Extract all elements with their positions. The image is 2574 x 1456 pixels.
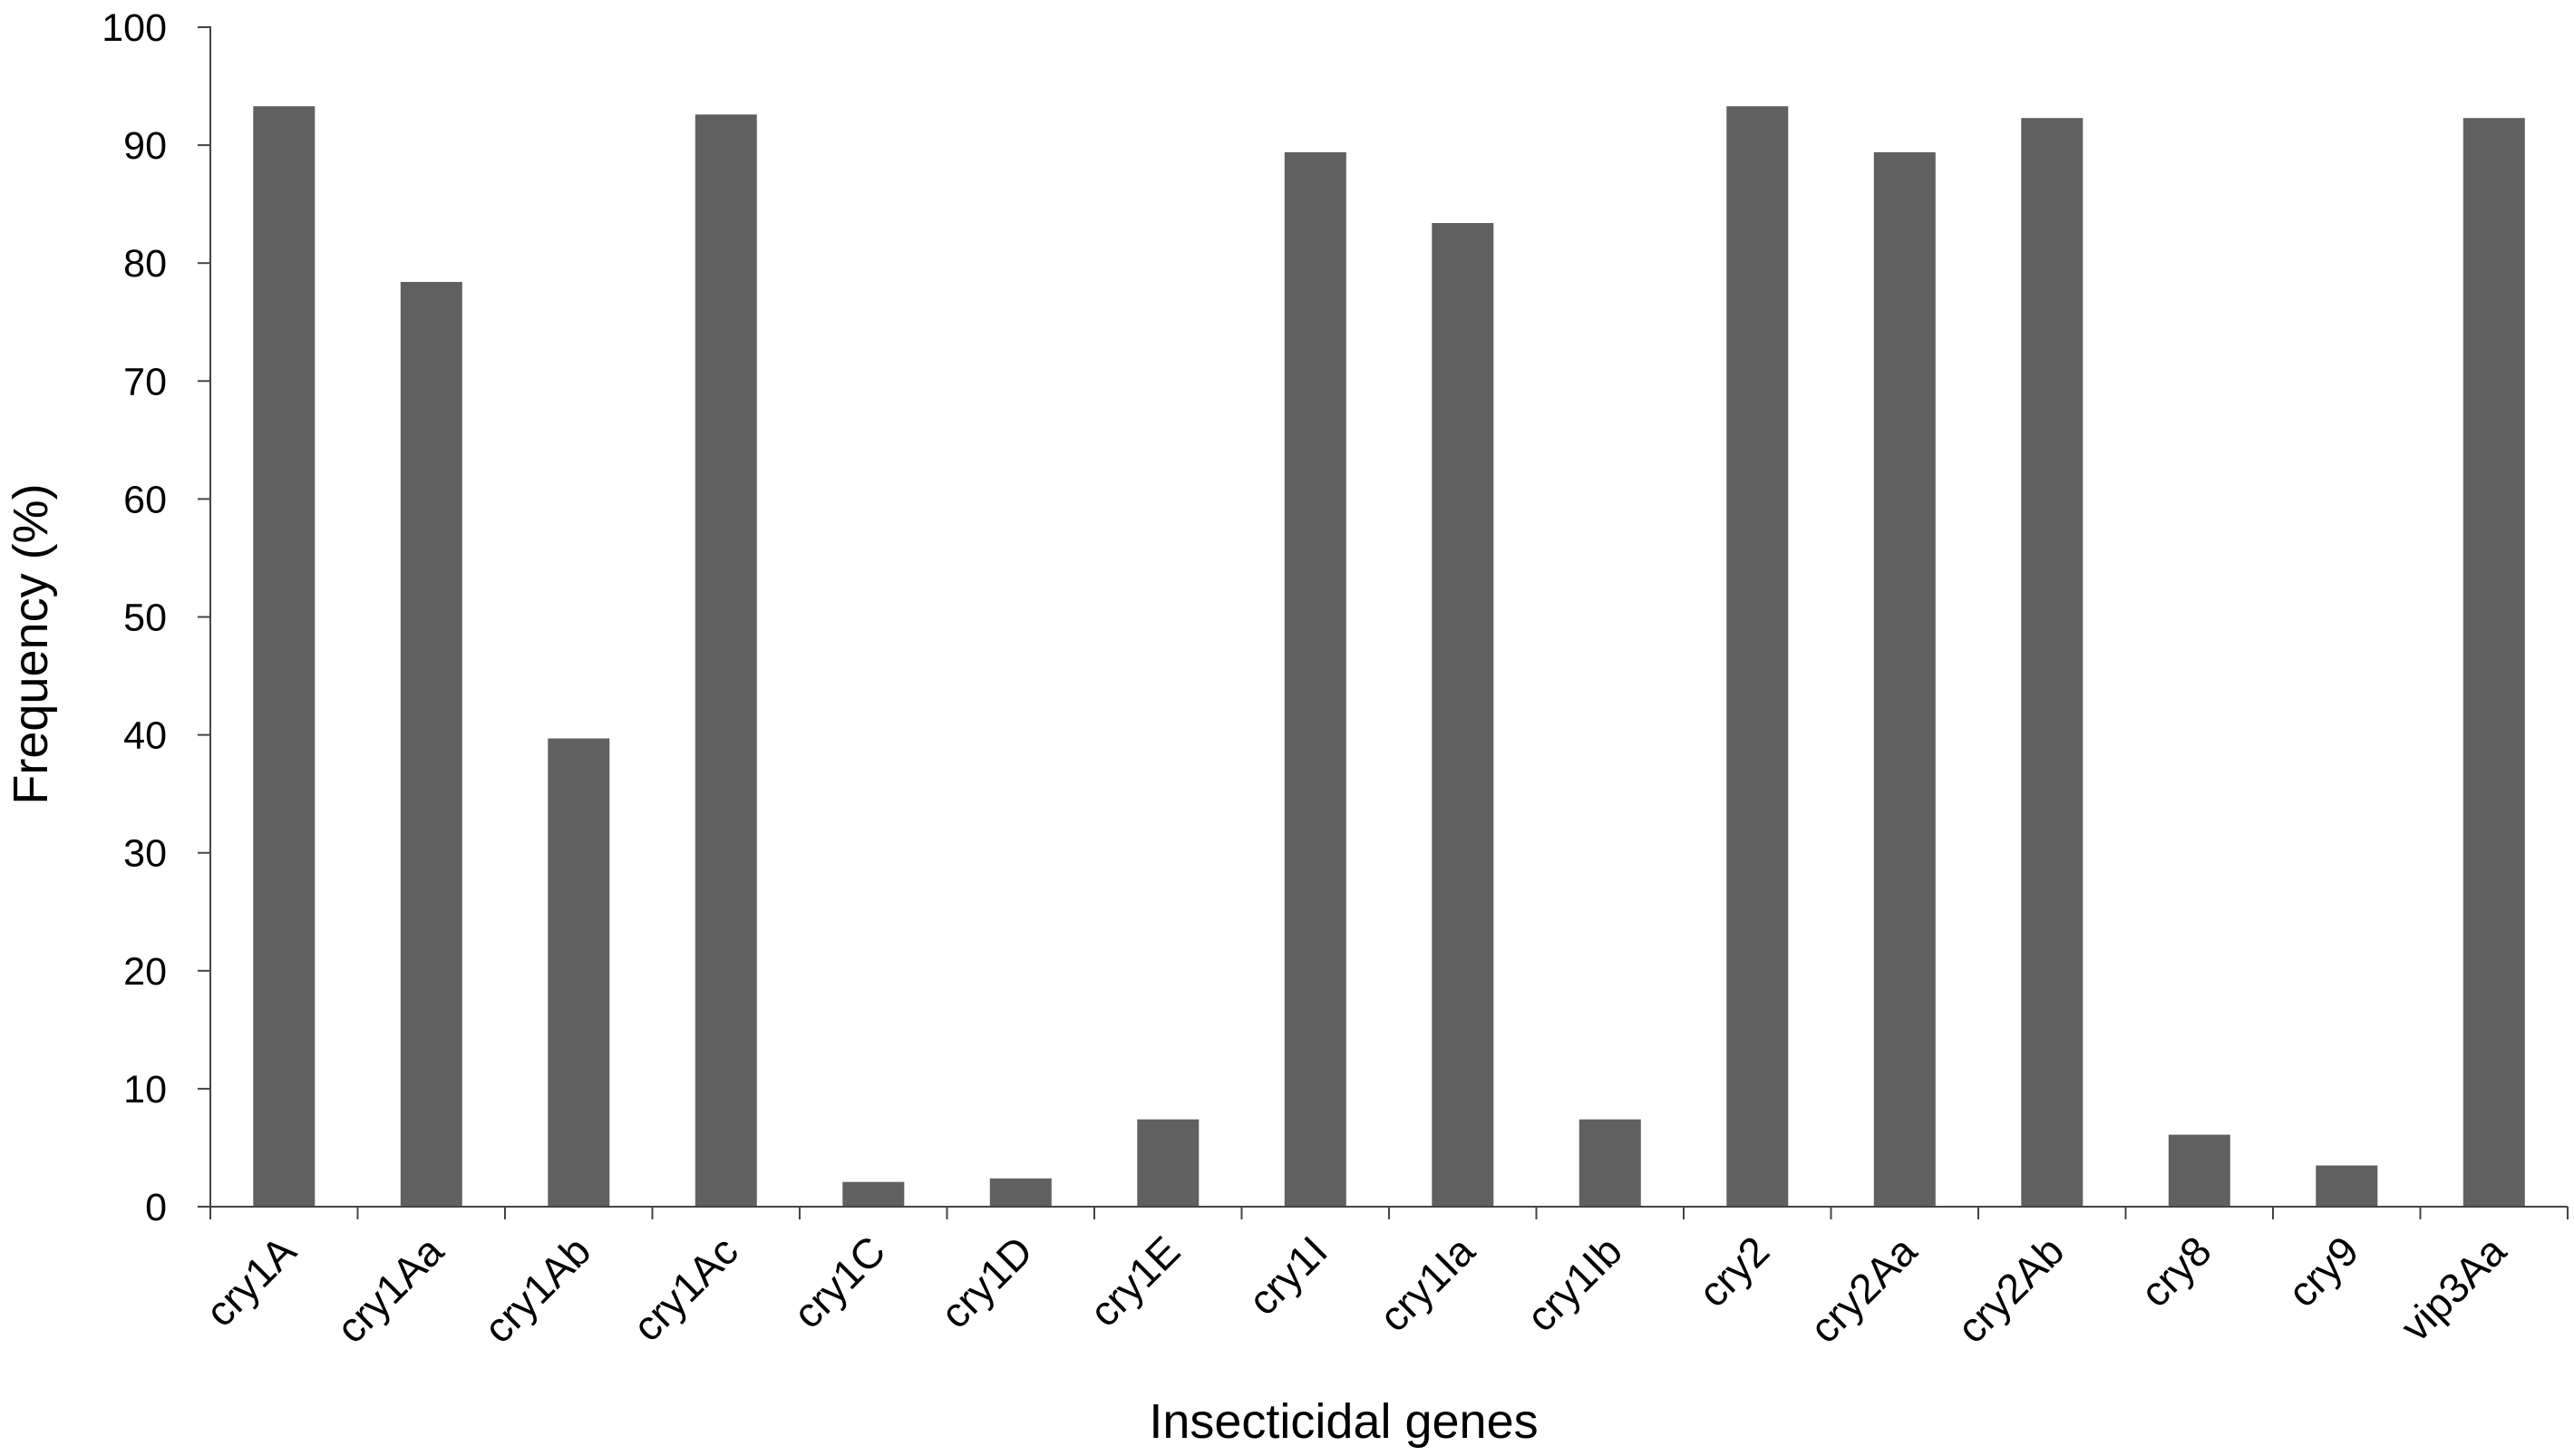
bar-cry1Aa — [400, 282, 462, 1207]
bar-cry2Ab — [2021, 118, 2083, 1208]
y-tick-label: 0 — [145, 1186, 167, 1229]
y-axis: 0 10 20 30 40 50 60 70 80 90 100 — [102, 6, 211, 1229]
x-tick-label: vip3Aa — [2392, 1227, 2516, 1351]
x-tick-label: cry2Ab — [1947, 1227, 2073, 1352]
y-tick-label: 50 — [123, 597, 167, 640]
bar-cry1E — [1137, 1119, 1200, 1207]
x-tick-label: cry2 — [1689, 1227, 1778, 1315]
bar-cry1I — [1284, 151, 1346, 1207]
bar-cry1Ac — [694, 114, 757, 1207]
x-tick-label: cry1Ia — [1370, 1227, 1484, 1341]
bars-layer — [253, 106, 2525, 1208]
x-axis-title: Insecticidal genes — [1149, 1394, 1538, 1449]
y-tick-label: 10 — [123, 1068, 167, 1111]
x-tick-label: cry2Aa — [1801, 1227, 1926, 1352]
y-tick-label: 70 — [123, 360, 167, 403]
y-tick-label: 20 — [123, 950, 167, 994]
bar-cry1D — [989, 1178, 1052, 1207]
y-tick-label: 40 — [123, 714, 167, 758]
x-tick-label: cry1A — [196, 1227, 305, 1335]
y-tick-label: 90 — [123, 124, 167, 168]
x-tick-label: cry1Ib — [1517, 1227, 1630, 1340]
y-tick-label: 30 — [123, 832, 167, 876]
bar-cry2Aa — [1873, 151, 1936, 1207]
bar-cry1C — [842, 1181, 905, 1207]
x-tick-label: cry1Ab — [474, 1227, 599, 1352]
bar-cry1Ia — [1432, 223, 1494, 1207]
x-tick-label: cry1Ac — [624, 1227, 747, 1350]
bar-cry9 — [2316, 1165, 2378, 1207]
bar-cry1Ab — [548, 738, 610, 1207]
bar-cry2 — [1726, 106, 1789, 1208]
y-axis-title: Frequency (%) — [4, 483, 58, 804]
x-tick-label: cry1Aa — [327, 1227, 452, 1352]
x-tick-label: cry1C — [784, 1227, 895, 1337]
y-tick-label: 100 — [102, 6, 167, 50]
x-tick-label: cry8 — [2132, 1227, 2220, 1315]
y-tick-label: 80 — [123, 242, 167, 286]
x-tick-label: cry1E — [1080, 1227, 1189, 1335]
x-tick-label: cry1D — [931, 1227, 1042, 1337]
bar-vip3Aa — [2462, 118, 2525, 1208]
y-tick-label: 60 — [123, 478, 167, 521]
x-axis: cry1A cry1Aa cry1Ab cry1Ac cry1C cry1D cry1E cr… — [196, 1206, 2569, 1352]
bar-cry8 — [2168, 1134, 2230, 1207]
bar-cry1Ib — [1578, 1119, 1641, 1207]
bar-cry1A — [253, 106, 316, 1208]
x-tick-label: cry9 — [2278, 1227, 2367, 1315]
x-tick-label: cry1I — [1239, 1227, 1336, 1324]
